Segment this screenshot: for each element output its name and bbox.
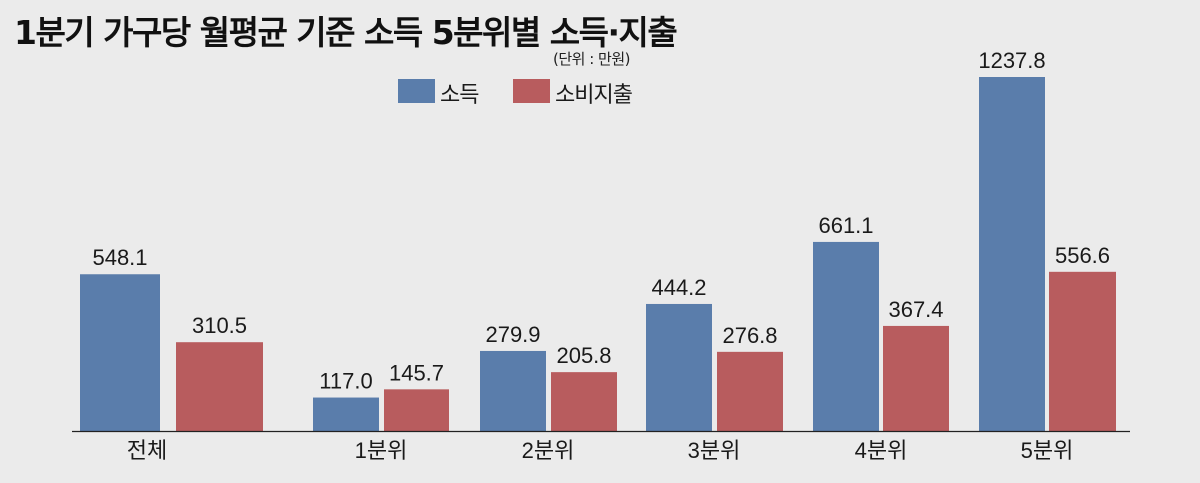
data-label-income: 1237.8: [978, 48, 1045, 73]
bar-spending: [1049, 271, 1116, 431]
data-label-income: 117.0: [319, 369, 372, 394]
bar-spending: [176, 342, 263, 431]
category-label: 5분위: [1021, 438, 1074, 463]
category-label: 전체: [127, 438, 167, 463]
data-label-spending: 145.7: [389, 360, 444, 385]
data-label-spending: 556.6: [1055, 243, 1110, 268]
category-label: 1분위: [355, 438, 408, 463]
unit-note: (단위 : 만원): [553, 50, 631, 68]
data-label-income: 279.9: [485, 322, 540, 347]
data-label-spending: 205.8: [556, 343, 611, 368]
bar-spending: [883, 325, 949, 431]
data-label-spending: 310.5: [192, 313, 247, 338]
legend-swatch-spending: [513, 79, 550, 103]
bar-spending: [717, 351, 783, 431]
bar-income: [646, 303, 712, 431]
chart-title: 1분기 가구당 월평균 기준 소득 5분위별 소득·지출: [14, 13, 678, 52]
legend-swatch-income: [398, 79, 435, 103]
data-label-spending: 276.8: [722, 323, 777, 348]
data-label-income: 548.1: [92, 245, 147, 270]
bar-income: [80, 274, 160, 431]
data-label-spending: 367.4: [888, 297, 943, 322]
data-label-income: 444.2: [651, 275, 706, 300]
bar-income: [813, 241, 879, 431]
bar-income: [480, 350, 546, 431]
data-label-income: 661.1: [818, 213, 873, 238]
bar-income: [979, 77, 1045, 431]
legend-label-spending: 소비지출: [555, 83, 633, 108]
legend-label-income: 소득: [440, 83, 479, 108]
category-label: 4분위: [855, 438, 908, 463]
category-label: 3분위: [688, 438, 741, 463]
bar-spending: [551, 372, 617, 431]
bar-income: [313, 397, 379, 431]
bar-spending: [384, 389, 449, 431]
category-label: 2분위: [522, 438, 575, 463]
